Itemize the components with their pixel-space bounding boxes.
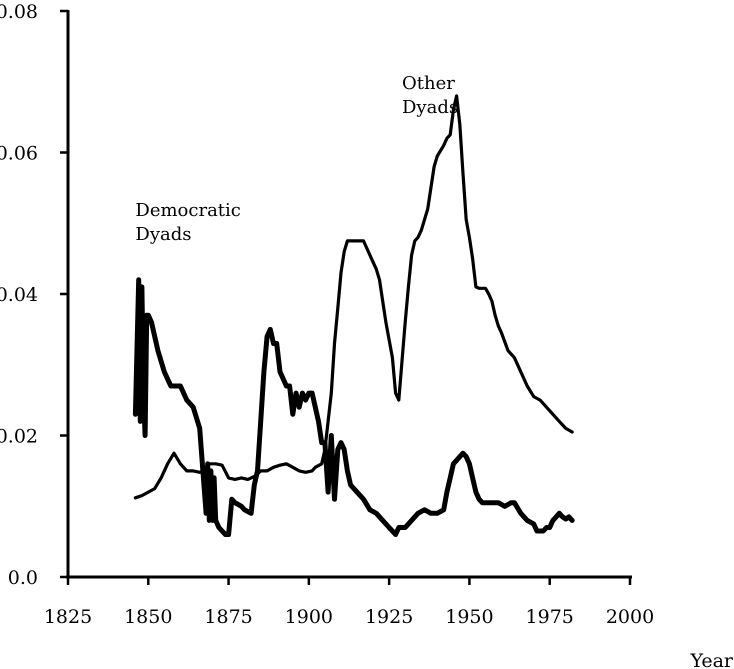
x-axis-label: Year xyxy=(689,650,733,669)
y-tick-label: 0.06 xyxy=(0,143,38,165)
x-tick-label: 1850 xyxy=(124,606,172,628)
x-axis: 1825 1850 1875 1900 1925 1950 1975 2000 Year xyxy=(44,575,734,669)
series-line-democratic xyxy=(132,277,575,537)
x-tick-label: 1900 xyxy=(285,606,333,628)
annotation-democratic-line-1: Democratic xyxy=(135,200,240,221)
y-tick-label: 0.0 xyxy=(8,567,38,589)
plot-series xyxy=(132,94,575,537)
y-axis: 0.0 0.02 0.04 0.06 0.08 xyxy=(0,1,70,589)
x-tick-label: 2000 xyxy=(606,606,654,628)
x-tick-label: 1975 xyxy=(526,606,574,628)
annotation-other-line-2: Dyads xyxy=(402,97,458,118)
x-tick-label: 1925 xyxy=(365,606,413,628)
annotations: Other Dyads Democratic Dyads xyxy=(135,73,458,245)
y-ticks: 0.0 0.02 0.04 0.06 0.08 xyxy=(0,1,68,589)
series-line-other xyxy=(133,94,574,500)
y-tick-label: 0.04 xyxy=(0,284,38,306)
y-tick-label: 0.08 xyxy=(0,1,38,23)
x-tick-label: 1875 xyxy=(204,606,252,628)
x-tick-label: 1950 xyxy=(445,606,493,628)
annotation-other-line-1: Other xyxy=(402,73,455,94)
y-tick-label: 0.02 xyxy=(0,426,38,448)
x-ticks: 1825 1850 1875 1900 1925 1950 1975 2000 xyxy=(44,577,654,628)
annotation-democratic-line-2: Dyads xyxy=(135,224,191,245)
x-tick-label: 1825 xyxy=(44,606,92,628)
